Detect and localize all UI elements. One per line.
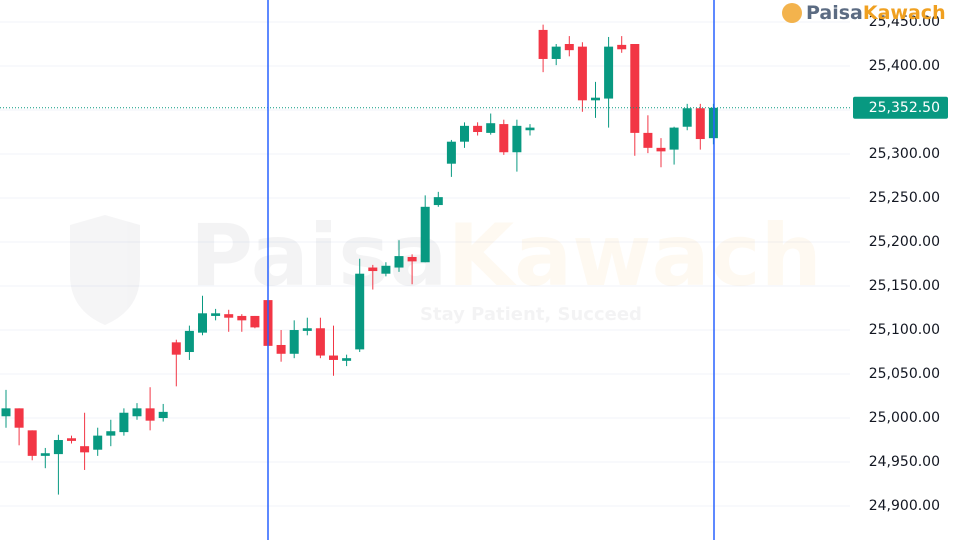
- candle-body: [656, 147, 666, 152]
- candle-body: [420, 206, 430, 263]
- candle-body: [591, 97, 600, 101]
- candle-body: [538, 29, 548, 59]
- last-price-label: 25,352.50: [869, 100, 940, 116]
- candle-body: [302, 328, 312, 331]
- candle-body: [211, 313, 221, 316]
- candle-body: [106, 431, 116, 436]
- candle-body: [460, 125, 469, 142]
- price-axis: 24,900.00 24,950.00 25,000.00 25,050.00 25,1…: [853, 14, 948, 514]
- y-tick-label: 25,250.00: [869, 190, 940, 206]
- candle-body: [368, 267, 378, 272]
- candle-body: [119, 412, 129, 433]
- watermark-shield: [70, 215, 140, 325]
- candle-body: [198, 313, 207, 333]
- candle-body: [551, 46, 561, 59]
- y-tick-label: 25,150.00: [869, 278, 940, 294]
- y-tick-label: 24,900.00: [869, 498, 940, 514]
- y-tick-label: 25,450.00: [869, 14, 940, 30]
- candle-body: [617, 44, 627, 50]
- candle-body: [289, 330, 299, 354]
- candle-body: [630, 44, 640, 133]
- y-tick-label: 25,300.00: [869, 146, 940, 162]
- last-price-badge: [853, 96, 948, 119]
- candle-body: [525, 127, 535, 131]
- watermark-part: Paisa: [190, 206, 447, 306]
- grid: [0, 21, 850, 507]
- candle-body: [473, 125, 483, 133]
- watermark-part: Kawach: [447, 206, 821, 306]
- candle-body: [315, 328, 325, 356]
- candle-body: [14, 408, 24, 428]
- candle-body: [604, 46, 614, 99]
- y-tick-label: 24,950.00: [869, 454, 940, 470]
- candle-body: [394, 256, 404, 268]
- candle-body: [158, 411, 168, 419]
- logo-text: PaisaKawach: [806, 2, 946, 24]
- candle-body: [433, 197, 443, 206]
- candle-body: [342, 358, 352, 361]
- logo-part: Paisa: [806, 2, 863, 24]
- candle-body: [276, 344, 286, 354]
- candle-body: [27, 430, 37, 456]
- watermark: PaisaKawach Stay Patient, Succeed: [70, 206, 822, 325]
- candle-body: [53, 440, 63, 455]
- watermark-tagline: Stay Patient, Succeed: [420, 304, 642, 325]
- candle-body: [407, 256, 417, 262]
- y-tick-label: 25,200.00: [869, 234, 940, 250]
- candle-body: [643, 132, 653, 148]
- candle-body: [329, 355, 338, 360]
- candle-body: [695, 108, 705, 140]
- candle-body: [132, 408, 142, 417]
- candle-body: [250, 315, 260, 328]
- candle-body: [381, 265, 391, 274]
- y-tick-label: 25,400.00: [869, 58, 940, 74]
- watermark-text: PaisaKawach: [190, 206, 822, 306]
- candle-body: [446, 141, 456, 164]
- candle-body: [355, 273, 365, 350]
- candle-body: [486, 123, 496, 133]
- logo: PaisaKawach: [782, 2, 946, 24]
- candle-body: [512, 125, 522, 153]
- candle-body: [499, 124, 509, 153]
- candle-body: [564, 44, 574, 51]
- candle-body: [682, 108, 692, 127]
- candle-body: [40, 453, 50, 456]
- candle-body: [184, 330, 194, 353]
- candle-body: [669, 127, 679, 150]
- y-tick-label: 25,000.00: [869, 410, 940, 426]
- candle-body: [93, 435, 103, 450]
- candle-body: [171, 342, 181, 355]
- candle-body: [145, 408, 155, 421]
- candle-body: [67, 438, 76, 441]
- y-tick-label: 25,050.00: [869, 366, 940, 382]
- logo-part: Kawach: [863, 2, 946, 24]
- candle-body: [80, 446, 90, 453]
- candle-body: [1, 408, 11, 417]
- logo-icon: [782, 3, 802, 23]
- candle-body: [237, 315, 247, 321]
- y-tick-label: 25,100.00: [869, 322, 940, 338]
- candle-body: [577, 46, 587, 101]
- candle-body: [224, 314, 234, 318]
